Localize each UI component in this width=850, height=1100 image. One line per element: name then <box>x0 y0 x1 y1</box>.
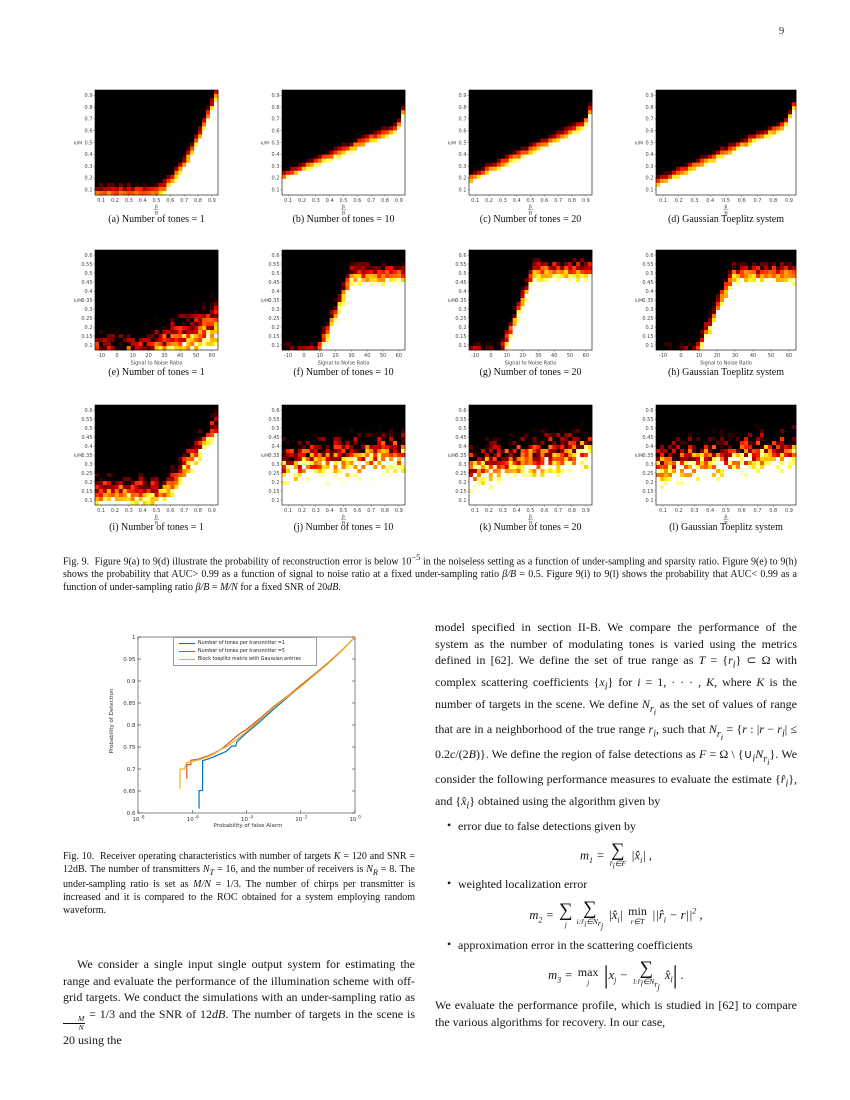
legend-item: Number of tones per transmitter =1 <box>179 641 316 646</box>
panel-caption-e: (e) Number of tones = 1 <box>108 367 205 378</box>
equation-m3: m3 = max j |xj − ∑ l:r̂l∈Nrj x̂l| . <box>548 958 684 992</box>
legend-line-swatch <box>179 643 195 645</box>
heatmap-panel-g <box>443 244 598 372</box>
panel-caption-a: (a) Number of tones = 1 <box>108 214 205 225</box>
panel-caption-i: (i) Number of tones = 1 <box>109 522 204 533</box>
panel-caption-k: (k) Number of tones = 20 <box>479 522 582 533</box>
heatmap-panel-i <box>69 399 224 527</box>
legend-item-label: Number of tones per transmitter =1 <box>198 641 285 647</box>
panel-caption-c: (c) Number of tones = 20 <box>479 214 582 225</box>
page-number: 9 <box>779 26 785 37</box>
bullet-item-localization-error: weighted localization error <box>447 875 797 893</box>
heatmap-panel-k <box>443 399 598 527</box>
legend-item: Number of tones per transmitter =5 <box>179 649 316 654</box>
panel-caption-d: (d) Gaussian Toeplitz system <box>667 214 785 225</box>
bullet-item-false-detections: error due to false detections given by <box>447 817 797 835</box>
heatmap-panel-j <box>256 399 411 527</box>
panel-caption-g: (g) Number of tones = 20 <box>479 367 582 378</box>
legend-item-label: Number of tones per transmitter =5 <box>198 648 285 654</box>
panel-caption-b: (b) Number of tones = 10 <box>292 214 395 225</box>
figure-10-caption: Fig. 10. Receiver operating characterist… <box>63 851 416 916</box>
roc-x-axis-label: Probability of false Alarm <box>213 823 283 829</box>
left-column-paragraph: We consider a single input single output… <box>63 957 415 1048</box>
heatmap-panel-d <box>630 84 802 217</box>
panel-caption-l: (l) Gaussian Toeplitz system <box>669 522 783 533</box>
heatmap-panel-f <box>256 244 411 372</box>
panel-caption-j: (j) Number of tones = 10 <box>293 522 394 533</box>
legend-item-label: Block toeplitz matrix with Gaussian entr… <box>198 656 301 662</box>
legend-item: Block toeplitz matrix with Gaussian entr… <box>179 657 316 662</box>
heatmap-panel-h <box>630 244 802 372</box>
bullet-item-approximation-error: approximation error in the scattering co… <box>447 936 797 954</box>
heatmap-panel-e <box>69 244 224 372</box>
roc-legend: Number of tones per transmitter =1 Number… <box>173 637 317 666</box>
equation-m2: m2 = ∑ j ∑ i:r̂i∈Nrj |x̂i| min r∈T ||r̂i − r… <box>529 897 703 931</box>
heatmap-panel-l <box>630 399 802 527</box>
legend-line-swatch <box>179 658 195 660</box>
panel-caption-h: (h) Gaussian Toeplitz system <box>667 367 785 378</box>
right-paragraph-1: model specified in section II-B. We comp… <box>435 620 798 812</box>
right-column: model specified in section II-B. We comp… <box>435 619 797 1030</box>
roc-y-axis-label: Probability of Detection <box>109 688 115 754</box>
heatmap-panel-a <box>69 84 224 217</box>
heatmap-panel-b <box>256 84 411 217</box>
figure-9-caption: Fig. 9. Figure 9(a) to 9(d) illustrate t… <box>63 553 797 593</box>
panel-caption-f: (f) Number of tones = 10 <box>293 367 394 378</box>
heatmap-panel-c <box>443 84 598 217</box>
equation-m1: m1 = ∑ r̂i∈F |x̂i| , <box>579 839 653 871</box>
right-paragraph-2: We evaluate the performance profile, whi… <box>435 998 797 1029</box>
legend-line-swatch <box>179 650 195 652</box>
